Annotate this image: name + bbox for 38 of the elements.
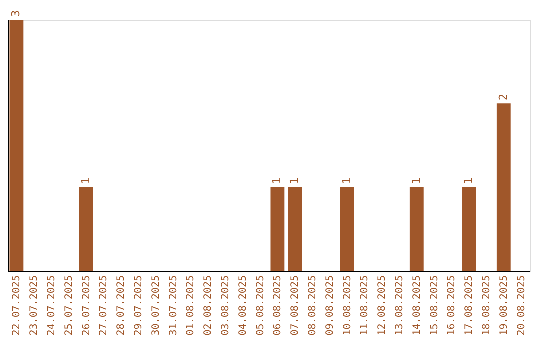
data-label: 2 (496, 94, 510, 101)
x-tick-label: 16.08.2025 (446, 276, 458, 336)
data-label: 1 (79, 178, 92, 184)
x-tick-label: 23.07.2025 (29, 276, 40, 336)
x-tick-label: 04.08.2025 (238, 276, 249, 336)
x-tick-label: 06.08.2025 (272, 276, 284, 336)
x-tick-label: 10.08.2025 (342, 276, 354, 336)
x-tick-label: 27.07.2025 (98, 276, 110, 336)
x-tick-label: 14.08.2025 (412, 276, 423, 336)
data-label: 1 (340, 178, 354, 184)
x-tick-label: 15.08.2025 (429, 276, 440, 336)
x-tick-label: 07.08.2025 (290, 276, 302, 336)
x-tick-label: 05.08.2025 (255, 276, 266, 336)
data-label: 3 (10, 10, 23, 17)
x-tick-label: 13.08.2025 (394, 276, 406, 336)
x-tick-label: 11.08.2025 (360, 276, 371, 336)
x-tick-label: 22.07.2025 (12, 276, 23, 336)
x-tick-label: 02.08.2025 (203, 276, 214, 336)
x-tick-label: 29.07.2025 (134, 276, 144, 336)
x-tick-label: 25.07.2025 (64, 276, 75, 336)
data-label: 1 (410, 178, 423, 184)
x-tick-label: 18.08.2025 (482, 276, 492, 336)
data-label: 1 (270, 178, 284, 184)
x-tick-label: 09.08.2025 (324, 276, 336, 336)
x-tick-label: 17.08.2025 (464, 276, 476, 336)
data-label: 1 (462, 178, 476, 184)
x-tick-label: 30.07.2025 (150, 276, 162, 336)
data-label: 1 (288, 178, 302, 184)
x-tick-label: 26.07.2025 (81, 276, 92, 336)
x-tick-label: 03.08.2025 (220, 276, 232, 336)
x-tick-label: 12.08.2025 (377, 276, 388, 336)
x-tick-label: 08.08.2025 (308, 276, 318, 336)
x-tick-label: 19.08.2025 (498, 276, 510, 336)
x-tick-label: 01.08.2025 (186, 276, 197, 336)
x-tick-label: 31.07.2025 (168, 276, 180, 336)
x-tick-label: 28.07.2025 (116, 276, 128, 336)
x-tick-label: 24.07.2025 (46, 276, 58, 336)
x-tick-label: 20.08.2025 (516, 276, 528, 336)
